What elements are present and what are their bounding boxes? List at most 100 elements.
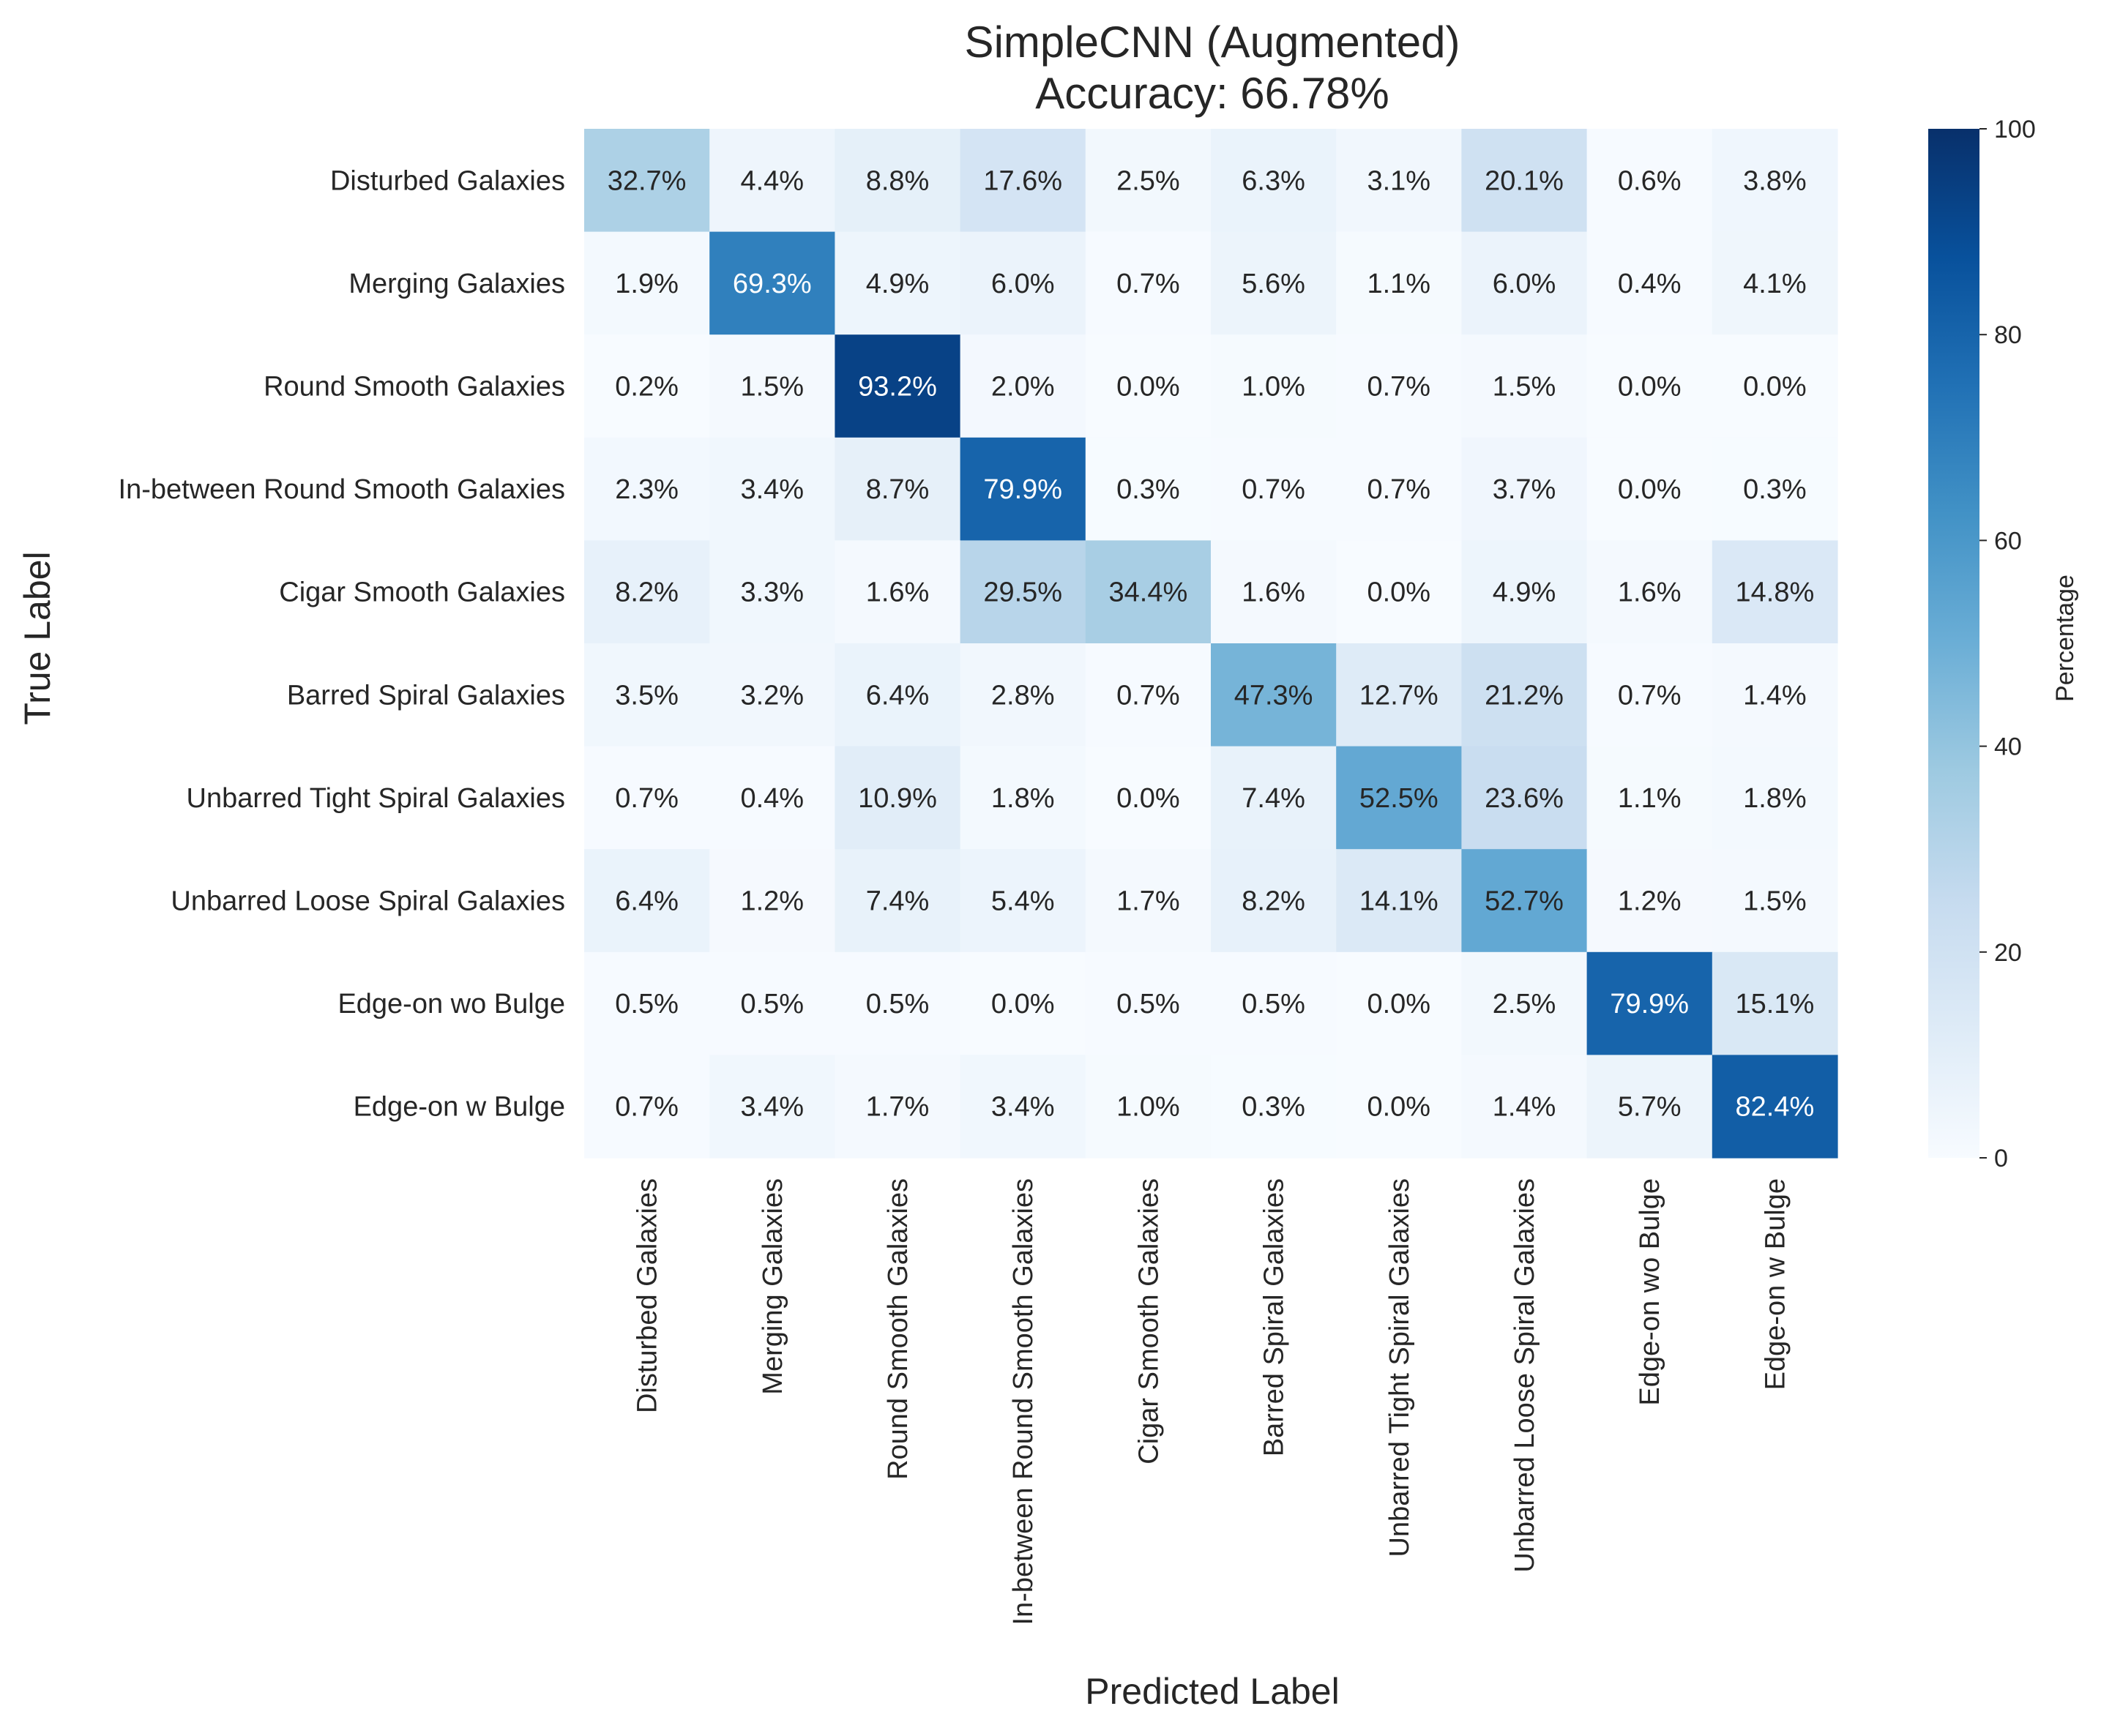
y-tick-label: Unbarred Tight Spiral Galaxies bbox=[187, 783, 565, 814]
cell-value-label: 0.0% bbox=[991, 989, 1055, 1019]
cell-value-label: 32.7% bbox=[608, 165, 687, 196]
heatmap-cell bbox=[1336, 231, 1462, 335]
cell-value-label: 3.7% bbox=[1493, 474, 1556, 505]
heatmap-cell bbox=[1211, 746, 1337, 850]
heatmap-cell bbox=[960, 951, 1086, 1055]
cell-value-label: 29.5% bbox=[983, 577, 1062, 608]
cell-value-label: 8.2% bbox=[1242, 886, 1305, 917]
cell-value-label: 1.1% bbox=[1367, 269, 1430, 299]
heatmap-cell bbox=[1586, 1055, 1713, 1159]
heatmap-cell bbox=[584, 231, 710, 335]
y-tick-label: Merging Galaxies bbox=[348, 269, 565, 299]
heatmap-cell bbox=[960, 540, 1086, 644]
cell-value-label: 0.4% bbox=[740, 783, 804, 814]
cell-value-label: 0.7% bbox=[1116, 269, 1180, 299]
heatmap-cell bbox=[1085, 334, 1212, 438]
cell-value-label: 4.4% bbox=[740, 165, 804, 196]
cell-value-label: 8.8% bbox=[866, 165, 930, 196]
heatmap-cell bbox=[1336, 540, 1462, 644]
heatmap-cell bbox=[709, 643, 835, 747]
x-tick-label: Barred Spiral Galaxies bbox=[1259, 1178, 1290, 1456]
cell-value-label: 0.6% bbox=[1618, 165, 1682, 196]
colorbar-tick-label: 100 bbox=[1994, 116, 2036, 143]
heatmap-cell bbox=[1211, 849, 1337, 953]
cell-value-label: 3.2% bbox=[740, 680, 804, 711]
cell-value-label: 2.0% bbox=[991, 372, 1055, 403]
heatmap-cell bbox=[835, 643, 961, 747]
heatmap-cell bbox=[1586, 231, 1713, 335]
cell-value-label: 4.9% bbox=[1493, 577, 1556, 608]
cell-value-label: 3.1% bbox=[1367, 165, 1430, 196]
heatmap-cell bbox=[960, 129, 1086, 233]
cell-value-label: 6.4% bbox=[615, 886, 679, 917]
y-tick-label: Round Smooth Galaxies bbox=[264, 372, 565, 403]
cell-value-label: 7.4% bbox=[866, 886, 930, 917]
cell-value-label: 0.0% bbox=[1367, 577, 1430, 608]
heatmap-cell bbox=[1336, 746, 1462, 850]
cell-value-label: 82.4% bbox=[1736, 1092, 1815, 1123]
heatmap-cell bbox=[584, 849, 710, 953]
heatmap-cell bbox=[1211, 437, 1337, 541]
cell-value-label: 12.7% bbox=[1359, 680, 1438, 711]
cell-value-label: 34.4% bbox=[1109, 577, 1188, 608]
y-tick-label: Barred Spiral Galaxies bbox=[287, 680, 565, 711]
cell-value-label: 0.0% bbox=[1743, 372, 1807, 403]
heatmap-cell bbox=[835, 849, 961, 953]
cell-value-label: 0.5% bbox=[740, 989, 804, 1019]
cell-value-label: 3.4% bbox=[740, 474, 804, 505]
colorbar-tick-label: 60 bbox=[1994, 527, 2022, 555]
cell-value-label: 1.4% bbox=[1493, 1092, 1556, 1123]
cell-value-label: 1.6% bbox=[1242, 577, 1305, 608]
heatmap-cell bbox=[1085, 849, 1212, 953]
cell-value-label: 0.3% bbox=[1116, 474, 1180, 505]
cell-value-label: 1.6% bbox=[866, 577, 930, 608]
cell-value-label: 0.5% bbox=[1116, 989, 1180, 1019]
cell-value-label: 2.3% bbox=[615, 474, 679, 505]
cell-value-label: 0.4% bbox=[1618, 269, 1682, 299]
cell-value-label: 47.3% bbox=[1234, 680, 1313, 711]
cell-value-label: 0.2% bbox=[615, 372, 679, 403]
heatmap-cell bbox=[1586, 643, 1713, 747]
heatmap-cell bbox=[1712, 334, 1838, 438]
x-tick-label: Round Smooth Galaxies bbox=[883, 1178, 914, 1480]
heatmap-cell bbox=[1211, 129, 1337, 233]
cell-value-label: 2.5% bbox=[1493, 989, 1556, 1019]
heatmap-cell bbox=[709, 849, 835, 953]
heatmap-cell bbox=[584, 129, 710, 233]
cell-value-label: 15.1% bbox=[1736, 989, 1815, 1019]
x-tick-labels: Disturbed Galaxies Merging Galaxies Round … bbox=[632, 1178, 1791, 1625]
heatmap-cell bbox=[709, 746, 835, 850]
colorbar-tick-label: 80 bbox=[1994, 321, 2022, 349]
cell-value-label: 0.7% bbox=[1116, 680, 1180, 711]
heatmap-cell bbox=[1586, 437, 1713, 541]
cell-value-label: 7.4% bbox=[1242, 783, 1305, 814]
heatmap-cell bbox=[835, 437, 961, 541]
chart-subtitle: Accuracy: 66.78% bbox=[1035, 69, 1389, 118]
x-tick-label: Unbarred Tight Spiral Galaxies bbox=[1384, 1178, 1415, 1557]
heatmap-cell bbox=[1211, 334, 1337, 438]
heatmap-cell bbox=[1586, 540, 1713, 644]
cell-value-label: 1.0% bbox=[1116, 1092, 1180, 1123]
heatmap-cell bbox=[960, 1055, 1086, 1159]
heatmap-cell bbox=[1085, 643, 1212, 747]
heatmap-cell bbox=[1336, 334, 1462, 438]
heatmap-cell bbox=[960, 334, 1086, 438]
heatmap-cell bbox=[1085, 951, 1212, 1055]
cell-value-label: 79.9% bbox=[983, 474, 1062, 505]
cell-value-label: 79.9% bbox=[1610, 989, 1689, 1019]
x-tick-label: Edge-on wo Bulge bbox=[1635, 1178, 1665, 1406]
cell-value-label: 1.0% bbox=[1242, 372, 1305, 403]
cell-value-label: 6.3% bbox=[1242, 165, 1305, 196]
heatmap-cell bbox=[1461, 437, 1588, 541]
cell-value-label: 1.4% bbox=[1743, 680, 1807, 711]
heatmap-cell bbox=[584, 1055, 710, 1159]
heatmap-cell bbox=[1461, 231, 1588, 335]
cell-value-label: 6.4% bbox=[866, 680, 930, 711]
heatmap-cell bbox=[1085, 1055, 1212, 1159]
cell-value-label: 0.5% bbox=[866, 989, 930, 1019]
cell-value-label: 0.7% bbox=[615, 1092, 679, 1123]
heatmap-cell bbox=[1085, 231, 1212, 335]
chart-title: SimpleCNN (Augmented) bbox=[965, 18, 1460, 67]
colorbar: 0 20 40 60 80 100 bbox=[1928, 116, 2036, 1172]
cell-value-label: 1.2% bbox=[1618, 886, 1682, 917]
